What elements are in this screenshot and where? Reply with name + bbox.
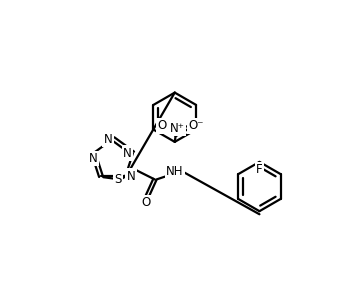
Text: O: O <box>142 196 151 209</box>
Text: N: N <box>89 152 98 165</box>
Text: N: N <box>126 170 135 183</box>
Text: S: S <box>114 173 121 186</box>
Text: N⁺: N⁺ <box>169 122 184 135</box>
Text: F: F <box>256 163 263 176</box>
Text: N: N <box>123 147 132 160</box>
Text: N: N <box>103 133 112 146</box>
Text: O: O <box>158 119 167 132</box>
Text: O⁻: O⁻ <box>189 119 204 132</box>
Text: NH: NH <box>166 165 184 178</box>
